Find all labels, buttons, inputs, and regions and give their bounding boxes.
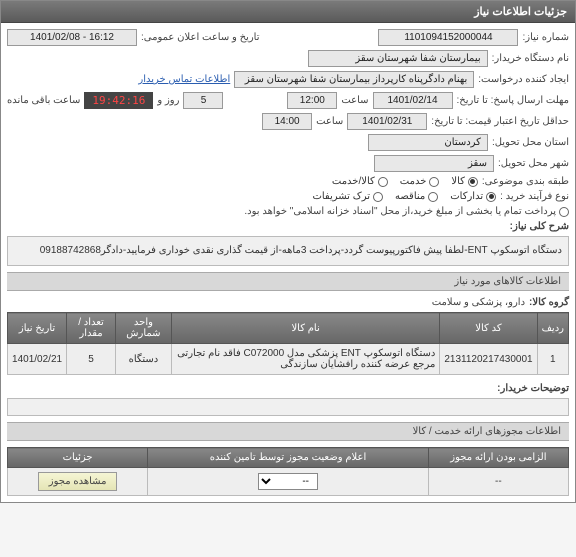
goods-table: ردیف کد کالا نام کالا واحد شمارش تعداد /… <box>7 312 569 375</box>
desc-label: شرح کلی نیاز: <box>510 221 569 232</box>
table-header-row: ردیف کد کالا نام کالا واحد شمارش تعداد /… <box>8 313 569 344</box>
cell-code: 2131120217430001 <box>440 344 537 375</box>
price-valid-label: حداقل تاریخ اعتبار قیمت: تا تاریخ: <box>431 116 569 127</box>
days-count: 5 <box>183 92 223 109</box>
budget-label: طبقه بندی موضوعی: <box>482 176 569 187</box>
radio-icon <box>373 192 383 202</box>
contact-link[interactable]: اطلاعات تماس خریدار <box>138 74 230 85</box>
view-license-button[interactable]: مشاهده مجوز <box>38 472 118 491</box>
col-idx: ردیف <box>537 313 568 344</box>
buyer-notes-box <box>7 398 569 416</box>
cell-details: مشاهده مجوز <box>8 468 148 496</box>
col-qty: تعداد / مقدار <box>67 313 116 344</box>
deadline-date: 1401/02/14 <box>373 92 453 109</box>
days-word: روز و <box>157 95 179 106</box>
buyer-notes-label: توضیحات خریدار: <box>497 383 569 394</box>
budget-opt-1[interactable]: خدمت <box>400 176 440 187</box>
licenses-section-header: اطلاعات مجوزهای ارائه خدمت / کالا <box>7 422 569 441</box>
process-opt-1[interactable]: مناقصه <box>395 191 438 202</box>
group-label: گروه کالا: <box>529 297 569 308</box>
table-header-row: الزامی بودن ارائه مجوز اعلام وضعیت مجوز … <box>8 448 569 468</box>
deadline-time: 12:00 <box>287 92 337 109</box>
need-details-panel: جزئیات اطلاعات نیاز شماره نیاز: 11010941… <box>0 0 576 503</box>
radio-icon <box>428 192 438 202</box>
buyer-value: بیمارستان شفا شهرستان سقز <box>308 50 488 67</box>
col-details: جزئیات <box>8 448 148 468</box>
radio-icon <box>378 177 388 187</box>
panel-title: جزئیات اطلاعات نیاز <box>1 1 575 23</box>
process-label: نوع فرآیند خرید : <box>500 191 569 202</box>
col-unit: واحد شمارش <box>115 313 171 344</box>
panel-body: شماره نیاز: 1101094152000044 تاریخ و ساع… <box>1 23 575 502</box>
table-row: -- -- مشاهده مجوز <box>8 468 569 496</box>
process-opt-2[interactable]: ترک تشریفات <box>312 191 383 202</box>
col-name: نام کالا <box>171 313 439 344</box>
radio-icon <box>429 177 439 187</box>
cell-name: دستگاه اتوسکوپ ENT پزشکی مدل C072000 فاق… <box>171 344 439 375</box>
col-date: تاریخ نیاز <box>8 313 67 344</box>
radio-icon <box>468 177 478 187</box>
col-status: اعلام وضعیت مجوز توسط تامین کننده <box>148 448 429 468</box>
cell-unit: دستگاه <box>115 344 171 375</box>
cell-qty: 5 <box>67 344 116 375</box>
province-label: استان محل تحویل: <box>492 137 569 148</box>
announce-value: 1401/02/08 - 16:12 <box>7 29 137 46</box>
budget-opt-0[interactable]: کالا <box>451 176 478 187</box>
province-value: کردستان <box>368 134 488 151</box>
remain-text: ساعت باقی مانده <box>7 95 80 106</box>
cell-idx: 1 <box>537 344 568 375</box>
city-label: شهر محل تحویل: <box>498 158 569 169</box>
creator-value: بهنام دادگرپناه کارپرداز بیمارستان شفا ش… <box>234 71 474 88</box>
need-no-label: شماره نیاز: <box>522 32 569 43</box>
description-text: دستگاه اتوسکوپ ENT-لطفا پیش فاکتورپیوست … <box>7 236 569 266</box>
process-radio-group: تدارکات مناقصه ترک تشریفات <box>312 191 496 202</box>
col-code: کد کالا <box>440 313 537 344</box>
cell-mandatory: -- <box>428 468 568 496</box>
need-no-value: 1101094152000044 <box>378 29 518 46</box>
remaining-clock: 19:42:16 <box>84 92 153 109</box>
budget-radio-group: کالا خدمت کالا/خدمت <box>332 176 478 187</box>
cell-date: 1401/02/21 <box>8 344 67 375</box>
time-label-2: ساعت <box>316 116 343 127</box>
price-valid-time: 14:00 <box>262 113 312 130</box>
announce-label: تاریخ و ساعت اعلان عمومی: <box>141 32 260 43</box>
budget-opt-2[interactable]: کالا/خدمت <box>332 176 388 187</box>
goods-section-header: اطلاعات کالاهای مورد نیاز <box>7 272 569 291</box>
deadline-label: مهلت ارسال پاسخ: تا تاریخ: <box>457 95 569 106</box>
radio-icon <box>559 207 569 217</box>
process-opt-0[interactable]: تدارکات <box>450 191 496 202</box>
status-select[interactable]: -- <box>258 473 318 490</box>
radio-icon <box>486 192 496 202</box>
creator-label: ایجاد کننده درخواست: <box>478 74 569 85</box>
buyer-label: نام دستگاه خریدار: <box>492 53 569 64</box>
time-label-1: ساعت <box>341 95 368 106</box>
cell-status: -- <box>148 468 429 496</box>
licenses-table: الزامی بودن ارائه مجوز اعلام وضعیت مجوز … <box>7 447 569 496</box>
col-mandatory: الزامی بودن ارائه مجوز <box>428 448 568 468</box>
table-row: 1 2131120217430001 دستگاه اتوسکوپ ENT پز… <box>8 344 569 375</box>
city-value: سقز <box>374 155 494 172</box>
group-value: دارو، پزشکی و سلامت <box>432 297 525 308</box>
price-valid-date: 1401/02/31 <box>347 113 427 130</box>
pay-note-check[interactable]: پرداخت تمام یا بخشی از مبلغ خرید،از محل … <box>244 206 569 217</box>
